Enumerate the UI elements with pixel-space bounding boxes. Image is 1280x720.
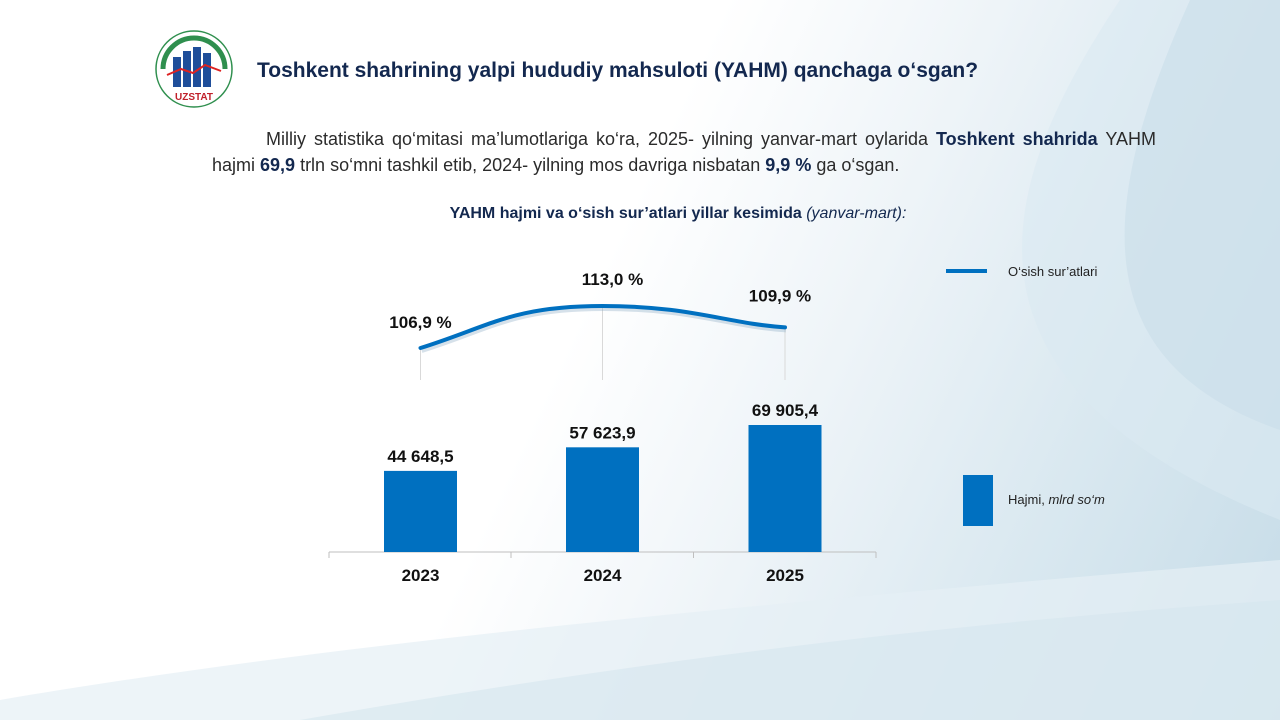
legend-bar-label: Hajmi, mlrd so‘m xyxy=(1008,492,1105,507)
legend-bar-label-unit: mlrd so‘m xyxy=(1048,492,1105,507)
bar xyxy=(384,470,457,552)
x-tick-label: 2024 xyxy=(584,566,622,585)
highlight-volume: 69,9 xyxy=(260,155,296,175)
legend-bar-swatch xyxy=(963,475,993,526)
bar-value-label: 57 623,9 xyxy=(569,423,635,442)
svg-text:UZSTAT: UZSTAT xyxy=(175,92,213,103)
highlight-city: Toshkent shahrida xyxy=(936,129,1098,149)
legend-line-label: O‘sish sur’atlari xyxy=(1008,264,1097,279)
chart-title: YAHM hajmi va o‘sish sur’atlari yillar k… xyxy=(449,205,907,222)
summary-paragraph: Milliy statistika qo‘mitasi ma’lumotlari… xyxy=(212,129,1156,175)
uzstat-logo: UZSTAT xyxy=(153,29,235,109)
bar xyxy=(566,447,639,552)
line-value-label: 109,9 % xyxy=(749,286,811,305)
line-value-label: 113,0 % xyxy=(582,270,643,289)
growth-line xyxy=(418,303,787,350)
bar-value-label: 69 905,4 xyxy=(752,401,819,420)
x-tick-label: 2023 xyxy=(402,566,440,585)
x-tick-label: 2025 xyxy=(766,566,804,585)
page-title: Toshkent shahrining yalpi hududiy mahsul… xyxy=(257,59,979,82)
highlight-growth: 9,9 % xyxy=(765,155,812,175)
bar xyxy=(748,425,822,552)
legend-bar-label-main: Hajmi, xyxy=(1008,492,1048,507)
bar-value-label: 44 648,5 xyxy=(387,447,453,466)
line-value-label: 106,9 % xyxy=(389,313,451,332)
